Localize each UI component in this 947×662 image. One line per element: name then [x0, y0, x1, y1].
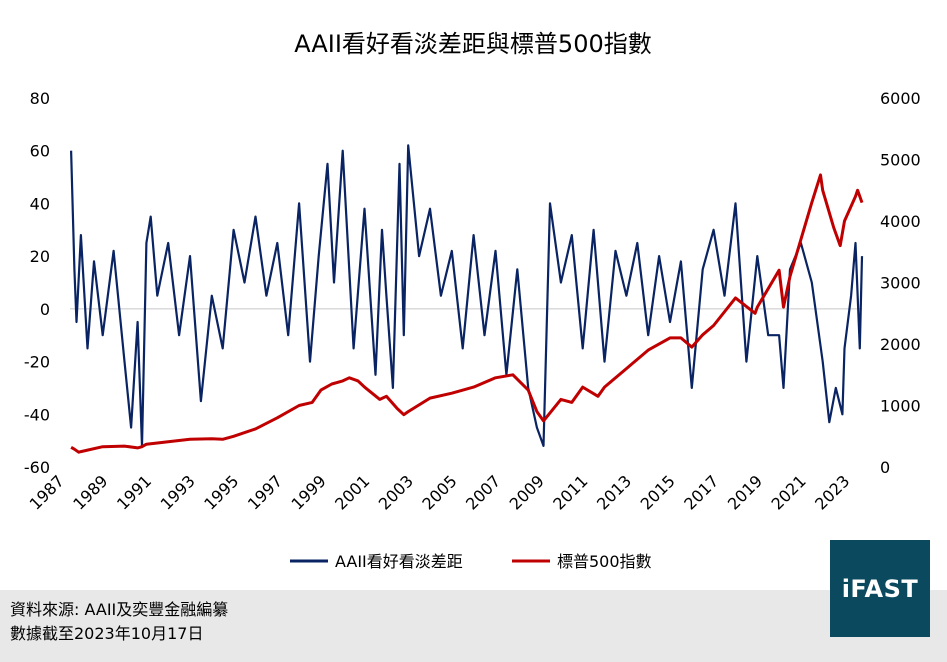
x-tick-label: 2019: [724, 471, 766, 513]
y-right-tick-label: 1000: [880, 397, 921, 416]
logo-text: iFAST: [841, 574, 919, 603]
chart-title: AAII看好看淡差距與標普500指數: [294, 30, 651, 58]
chart: AAII看好看淡差距與標普500指數 80 60 40 20 0 -20 -40 -60 60…: [24, 30, 921, 571]
x-tick-label: 1999: [288, 471, 330, 513]
x-tick-label: 2021: [768, 471, 810, 513]
y-right-tick-label: 3000: [880, 274, 921, 293]
y-left-tick-label: -60: [24, 458, 50, 477]
ifast-logo: iFAST: [830, 540, 930, 637]
x-tick-label: 1991: [113, 471, 155, 513]
y-right-tick-label: 5000: [880, 151, 921, 170]
x-tick-label: 2003: [375, 471, 417, 513]
x-axis: 1987 1989 1991 1993 1995 1997 1999 2001 2003 2005…: [26, 471, 854, 513]
x-tick-label: 1989: [69, 471, 111, 513]
x-tick-label: 1995: [200, 471, 242, 513]
x-tick-label: 2009: [506, 471, 548, 513]
y-left-tick-label: 40: [30, 194, 50, 213]
y-left-tick-label: -40: [24, 405, 50, 424]
legend-label-0: AAII看好看淡差距: [335, 552, 463, 571]
x-tick-label: 1997: [244, 471, 286, 513]
series-line-1: [70, 173, 864, 454]
y-right-tick-label: 2000: [880, 335, 921, 354]
x-tick-label: 2005: [418, 471, 460, 513]
x-tick-label: 2015: [637, 471, 679, 513]
y-left-tick-label: 0: [40, 300, 50, 319]
y-left-tick-label: 20: [30, 247, 50, 266]
y-right-tick-label: 0: [880, 458, 890, 477]
y-left-tick-label: -20: [24, 353, 50, 372]
source-note: 資料來源: AAII及奕豐金融編纂: [10, 600, 229, 619]
x-tick-label: 2023: [811, 471, 853, 513]
x-tick-label: 2011: [549, 471, 591, 513]
series-line-0: [70, 144, 864, 447]
legend-label-1: 標普500指數: [557, 552, 652, 571]
footer: 資料來源: AAII及奕豐金融編纂 數據截至2023年10月17日: [0, 590, 947, 662]
y-left-tick-label: 80: [30, 89, 50, 108]
x-tick-label: 2007: [462, 471, 504, 513]
x-tick-label: 2017: [680, 471, 722, 513]
y-left-tick-label: 60: [30, 142, 50, 161]
y-right-tick-label: 6000: [880, 89, 921, 108]
series-layer: [70, 144, 864, 454]
y-axis-left: 80 60 40 20 0 -20 -40 -60: [24, 89, 50, 477]
x-tick-label: 2013: [593, 471, 635, 513]
date-note: 數據截至2023年10月17日: [10, 624, 204, 643]
y-right-tick-label: 4000: [880, 212, 921, 231]
legend: AAII看好看淡差距 標普500指數: [290, 552, 652, 571]
y-axis-right: 6000 5000 4000 3000 2000 1000 0: [880, 89, 921, 477]
x-tick-label: 2001: [331, 471, 373, 513]
x-tick-label: 1987: [26, 471, 68, 513]
x-tick-label: 1993: [157, 471, 199, 513]
